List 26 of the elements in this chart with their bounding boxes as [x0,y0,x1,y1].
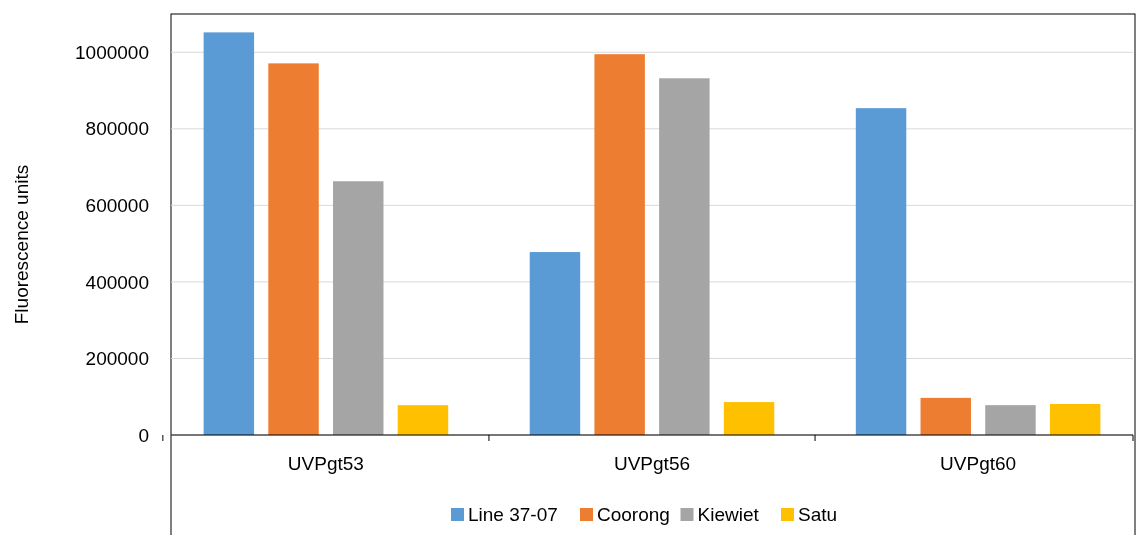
x-tick-label: UVPgt53 [287,453,364,474]
y-tick-label: 800000 [85,118,149,140]
bar [268,63,319,435]
bar [203,32,255,435]
y-axis-title: Fluorescence units [11,164,32,325]
bar [397,405,449,435]
y-tick-label: 0 [138,424,149,446]
bar [529,252,581,435]
bar [333,181,384,435]
bar [594,54,645,435]
x-tick-label: UVPgt56 [613,453,691,474]
bar [723,402,775,435]
y-tick-label: 200000 [85,348,149,370]
bar [659,78,710,435]
legend-label: Coorong [597,504,670,525]
legend-label: Line 37-07 [468,504,558,525]
y-tick-label: 1000000 [75,41,149,63]
bar [920,397,971,435]
bar [855,108,907,435]
legend-label: Satu [798,504,838,525]
bar [1049,404,1101,435]
y-tick-label: 600000 [85,195,149,217]
legend-label: Kiewiet [697,504,760,525]
x-tick-label: UVPgt60 [940,453,1017,474]
bar [985,405,1036,435]
y-tick-label: 400000 [85,271,149,293]
